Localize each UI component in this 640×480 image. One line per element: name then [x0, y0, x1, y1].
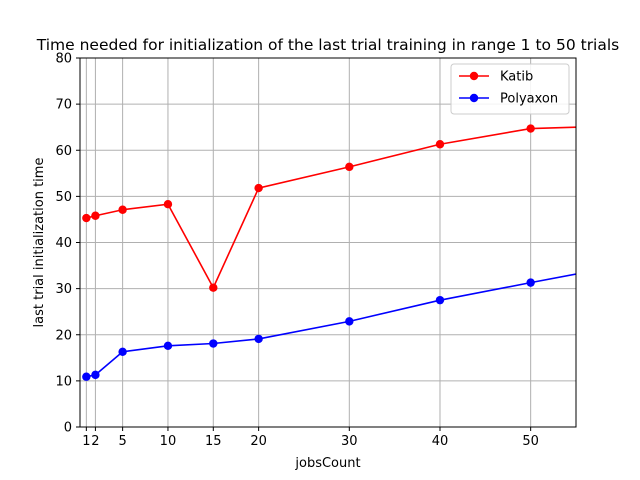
- series-layer: [82, 122, 625, 381]
- x-tick-label: 20: [250, 434, 267, 449]
- y-tick-label: 20: [55, 328, 72, 343]
- y-tick-label: 80: [55, 52, 72, 67]
- y-tick-label: 70: [55, 98, 72, 113]
- katib-data-point: [435, 140, 445, 149]
- katib-data-point: [118, 205, 127, 214]
- katib-data-point: [209, 283, 218, 292]
- polyaxon-data-point: [254, 334, 263, 344]
- legend-label-katib: Katib: [500, 70, 533, 85]
- polyaxon-data-point: [345, 317, 354, 326]
- y-axis-label: last trial initialization time: [32, 158, 47, 328]
- y-tick-label: 10: [55, 374, 72, 389]
- polyaxon-data-point: [435, 295, 445, 305]
- polyaxon-data-point: [91, 370, 100, 380]
- legend-label-polyaxon: Polyaxon: [500, 92, 558, 107]
- chart-title: Time needed for initialization of the la…: [36, 36, 620, 54]
- katib-data-point: [254, 183, 263, 193]
- x-tick-label: 10: [160, 434, 177, 449]
- katib-data-point: [526, 124, 535, 133]
- legend-marker-katib: [469, 71, 479, 81]
- x-tick-label: 2: [91, 434, 99, 449]
- polyaxon-data-point: [617, 261, 625, 269]
- x-tick-label: 5: [118, 434, 126, 449]
- katib-data-point: [163, 200, 173, 209]
- y-tick-label: 60: [55, 144, 72, 159]
- ticks: 1 2 5 10 15 20 30 40 50 0 10 20 30 40 50 60 70 80: [55, 52, 538, 450]
- polyaxon-data-point: [526, 278, 535, 287]
- x-tick-label: 30: [341, 434, 358, 449]
- y-tick-label: 40: [55, 236, 72, 251]
- polyaxon-series-line: [86, 273, 576, 378]
- katib-data-point: [345, 162, 354, 172]
- katib-series-line: [86, 126, 576, 290]
- polyaxon-data-point: [118, 347, 127, 357]
- katib-data-point: [617, 122, 625, 130]
- y-tick-label: 0: [64, 421, 72, 436]
- polyaxon-data-point: [82, 372, 91, 381]
- katib-data-point: [91, 211, 100, 220]
- y-tick-label: 30: [55, 282, 72, 297]
- polyaxon-data-point: [209, 339, 218, 348]
- polyaxon-data-point: [163, 341, 173, 351]
- x-axis-label: jobsCount: [294, 456, 360, 471]
- legend: Katib Polyaxon: [450, 63, 570, 115]
- legend-marker-polyaxon: [469, 93, 479, 103]
- x-tick-label: 50: [522, 434, 539, 449]
- x-tick-label: 15: [205, 434, 222, 449]
- katib-data-point: [82, 213, 91, 223]
- y-tick-label: 50: [55, 190, 72, 205]
- x-tick-label: 1: [82, 434, 90, 449]
- x-tick-label: 40: [432, 434, 449, 449]
